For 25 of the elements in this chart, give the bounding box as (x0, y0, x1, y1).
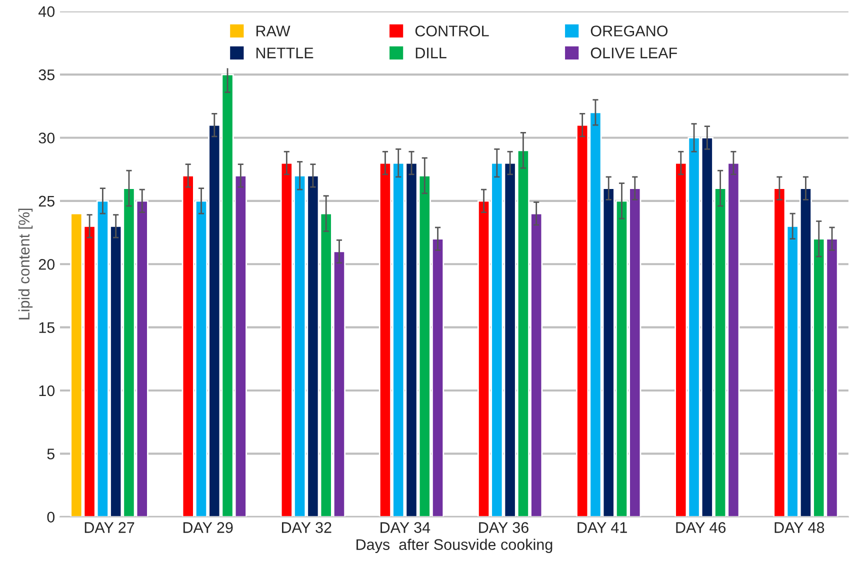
x-tick-label: DAY 29 (183, 522, 233, 533)
legend-label: OREGANO (590, 26, 668, 36)
y-tick-label: 40 (38, 6, 55, 18)
x-tick-label: DAY 32 (282, 522, 332, 533)
x-tick-label: DAY 41 (578, 522, 627, 533)
y-tick-label: 35 (38, 69, 54, 80)
legend-label: CONTROL (415, 26, 489, 36)
x-tick-label: DAY 46 (676, 522, 726, 533)
x-tick-label: DAY 27 (84, 522, 134, 533)
y-tick-label: 5 (47, 448, 54, 460)
y-tick-label: 20 (38, 258, 55, 270)
legend-label: NETTLE (256, 48, 314, 58)
x-axis-title: Days after Sousvide cooking (356, 538, 552, 553)
x-tick-label: DAY 36 (479, 522, 528, 533)
legend-label: OLIVE LEAF (590, 48, 678, 58)
x-tick-label: DAY 34 (380, 522, 430, 533)
y-tick-label: 25 (38, 196, 54, 207)
y-tick-label: 0 (47, 512, 55, 523)
x-tick-label: DAY 48 (774, 522, 824, 533)
y-tick-label: 30 (38, 132, 55, 144)
y-axis-title: Lipid content [%] (18, 208, 33, 320)
y-tick-label: 15 (39, 322, 54, 333)
y-tick-label: 10 (39, 385, 55, 396)
legend-label: DILL (416, 48, 446, 58)
legend-label: RAW (256, 26, 290, 36)
